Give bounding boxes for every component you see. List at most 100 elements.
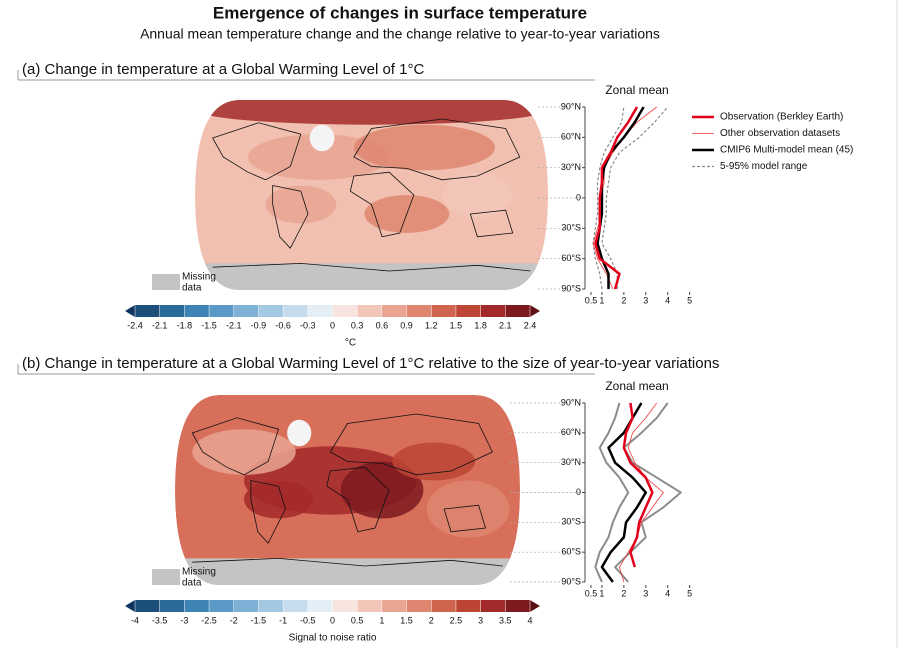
x-tick-label: 1	[599, 588, 604, 598]
y-tick-label: 90°S	[561, 576, 581, 586]
colorbar-swatch	[480, 600, 506, 612]
colorbar-tick-label: -2.5	[201, 615, 217, 625]
colorbar-tick-label: -2.4	[127, 320, 143, 330]
x-tick-label: 4	[665, 588, 670, 598]
colorbar-swatch	[209, 600, 235, 612]
missing-swatch	[152, 274, 180, 290]
map-coastline	[192, 557, 503, 567]
map-coastline	[212, 262, 531, 272]
map-coastline	[272, 185, 309, 249]
y-tick-label: 30°S	[561, 223, 581, 233]
colorbar-swatch	[431, 305, 457, 317]
y-tick-label: 60°N	[561, 132, 581, 142]
colorbar-tick-label: 0.6	[376, 320, 389, 330]
colorbar-swatch	[307, 600, 333, 612]
colorbar-swatch	[258, 305, 284, 317]
colorbar-swatch	[283, 305, 309, 317]
colorbar-swatch	[455, 305, 482, 317]
colorbar-over	[530, 305, 540, 317]
map-coastline	[349, 171, 415, 238]
colorbar-tick-label: -2.1	[152, 320, 168, 330]
colorbar-swatch	[135, 600, 161, 612]
colorbar-over	[530, 600, 540, 612]
map-coastline	[329, 413, 493, 476]
zonal-line	[619, 402, 664, 583]
range-line	[592, 106, 625, 290]
map-missing	[175, 558, 520, 585]
colorbar-swatch	[381, 305, 408, 317]
map-shade	[340, 461, 424, 519]
y-tick-label: 90°N	[561, 101, 581, 111]
colorbar-tick-label: -0.9	[251, 320, 267, 330]
colorbar-swatch	[406, 305, 432, 317]
map-shade	[442, 172, 513, 218]
zonal-title: Zonal mean	[605, 83, 668, 97]
map	[175, 395, 520, 585]
colorbar-tick-label: 1.5	[450, 320, 463, 330]
colorbar-tick-label: 0.3	[351, 320, 364, 330]
x-tick-label: 4	[665, 295, 670, 305]
panel-heading: (a) Change in temperature at a Global Wa…	[22, 61, 424, 78]
colorbar-swatch	[184, 305, 210, 317]
colorbar-label: °C	[345, 338, 356, 349]
map-shade	[392, 442, 476, 481]
figure-subtitle: Annual mean temperature change and the c…	[140, 26, 660, 42]
colorbar-swatch	[357, 600, 383, 612]
colorbar-tick-label: 0.5	[351, 615, 364, 625]
range-line	[601, 106, 669, 289]
x-tick-label: 0.5	[585, 295, 598, 305]
colorbar-tick-label: 0	[330, 320, 335, 330]
x-tick-label: 3	[643, 295, 648, 305]
colorbar-swatch	[209, 305, 235, 317]
panel-heading: (b) Change in temperature at a Global Wa…	[22, 355, 719, 372]
colorbar-tick-label: -2	[230, 615, 238, 625]
x-tick-label: 1	[599, 295, 604, 305]
colorbar-swatch	[505, 305, 531, 317]
legend-label: Other observation datasets	[720, 128, 840, 139]
y-tick-label: 0	[576, 487, 581, 497]
map-coastline	[443, 504, 487, 533]
missing-label: data	[182, 283, 202, 294]
legend-label: CMIP6 Multi-model mean (45)	[720, 145, 853, 156]
map	[195, 100, 548, 290]
map-coastline	[353, 118, 521, 181]
colorbar-swatch	[357, 305, 383, 317]
colorbar-tick-label: 2.4	[524, 320, 537, 330]
colorbar-tick-label: -0.6	[275, 320, 291, 330]
colorbar-swatch	[381, 600, 408, 612]
colorbar-under	[125, 600, 135, 612]
map-coastline	[250, 480, 286, 544]
colorbar-swatch	[184, 600, 210, 612]
colorbar-tick-label: -2.1	[226, 320, 242, 330]
x-tick-label: 5	[687, 588, 692, 598]
map-shade	[426, 480, 510, 538]
range-line	[594, 402, 630, 583]
map-coastline	[212, 122, 302, 181]
y-tick-label: 60°S	[561, 253, 581, 263]
y-tick-label: 60°N	[561, 427, 581, 437]
map-shade	[353, 124, 496, 171]
colorbar-tick-label: -3	[180, 615, 188, 625]
y-tick-label: 30°S	[561, 517, 581, 527]
colorbar-swatch	[233, 305, 259, 317]
colorbar-tick-label: 2.1	[499, 320, 512, 330]
colorbar-under	[125, 305, 135, 317]
colorbar-tick-label: -0.5	[300, 615, 316, 625]
y-tick-label: 30°N	[561, 162, 581, 172]
x-tick-label: 5	[687, 295, 692, 305]
map-coastline	[326, 466, 390, 533]
colorbar-tick-label: 4	[527, 615, 532, 625]
colorbar-swatch	[455, 600, 482, 612]
map-coastline	[191, 417, 280, 476]
y-tick-label: 90°S	[561, 283, 581, 293]
legend-label: 5-95% model range	[720, 161, 808, 172]
colorbar-tick-label: -3.5	[152, 615, 168, 625]
colorbar-swatch	[159, 305, 185, 317]
colorbar-swatch	[505, 600, 531, 612]
colorbar-tick-label: 3	[478, 615, 483, 625]
missing-label: data	[182, 578, 202, 589]
missing-label: Missing	[182, 272, 216, 283]
colorbar-tick-label: 0	[330, 615, 335, 625]
colorbar-tick-label: -1.8	[177, 320, 193, 330]
